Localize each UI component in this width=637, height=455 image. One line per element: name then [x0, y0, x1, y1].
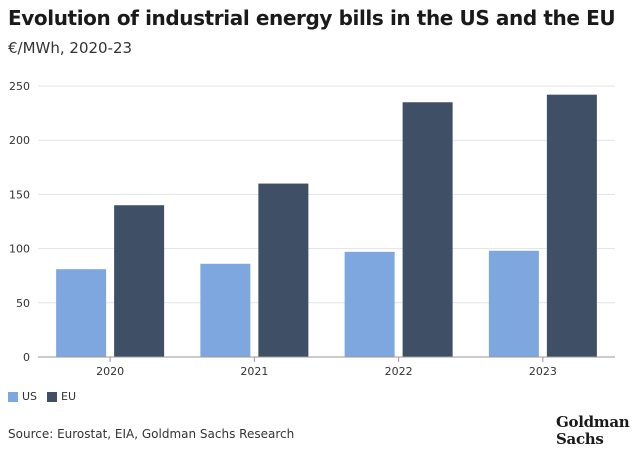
bar-us-2023: [488, 250, 539, 357]
bar-eu-2023: [546, 94, 597, 357]
logo-line-1: Goldman: [556, 413, 630, 431]
legend-item-eu: EU: [47, 390, 76, 403]
chart-subtitle: €/MWh, 2020-23: [8, 39, 133, 57]
bar-chart: 0 50 100 150 200 250 2020 2021 2022 2023: [9, 80, 615, 378]
bar-eu-2021: [258, 183, 309, 357]
legend-label-eu: EU: [61, 390, 77, 403]
x-tick-label: 2022: [385, 365, 413, 378]
x-tick-label: 2021: [240, 365, 268, 378]
legend-item-us: US: [8, 390, 37, 403]
y-tick-label: 200: [9, 134, 30, 147]
source-note: Source: Eurostat, EIA, Goldman Sachs Res…: [8, 427, 295, 441]
y-tick-label: 0: [23, 351, 30, 364]
y-tick-label: 150: [9, 188, 30, 201]
chart-legend: US EU: [8, 390, 86, 403]
goldman-sachs-logo: Goldman Sachs: [556, 413, 630, 448]
x-tick-label: 2020: [96, 365, 124, 378]
bar-eu-2022: [402, 102, 453, 357]
x-tick-label: 2023: [529, 365, 557, 378]
logo-line-2: Sachs: [556, 430, 604, 448]
y-tick-label: 250: [9, 80, 30, 93]
bar-eu-2020: [114, 205, 165, 357]
bar-us-2022: [344, 251, 395, 357]
bar-us-2020: [56, 269, 107, 357]
legend-swatch-us: [8, 391, 18, 402]
y-tick-label: 50: [16, 297, 30, 310]
legend-swatch-eu: [47, 391, 58, 402]
legend-label-us: US: [22, 390, 38, 403]
chart-title: Evolution of industrial energy bills in …: [8, 6, 616, 30]
y-tick-label: 100: [9, 243, 30, 256]
bar-us-2021: [200, 263, 251, 357]
